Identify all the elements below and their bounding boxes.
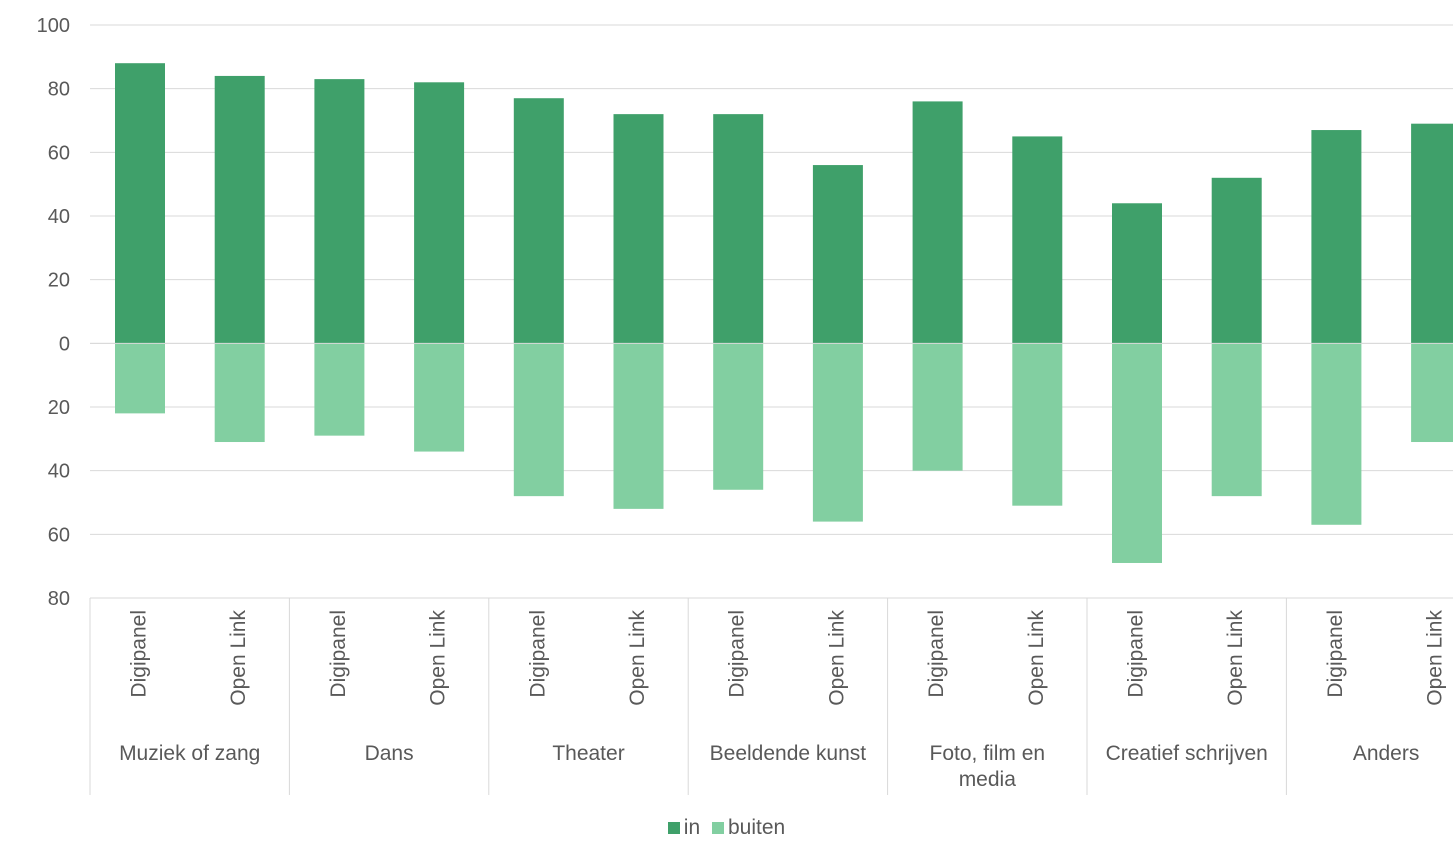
group-label: Creatief schrijven xyxy=(1106,742,1268,765)
bar-buiten xyxy=(414,343,465,452)
legend-item-buiten: buiten xyxy=(711,816,786,840)
bar-in xyxy=(1012,136,1063,344)
y-tick-label: 40 xyxy=(48,461,70,483)
legend-item-in: in xyxy=(667,816,701,840)
bar-buiten xyxy=(812,343,863,522)
x-tick-label: Digipanel xyxy=(327,610,350,698)
bar-buiten xyxy=(214,343,265,443)
bar-in xyxy=(912,101,963,344)
x-tick-label: Digipanel xyxy=(128,610,151,698)
bar-in xyxy=(1211,177,1262,344)
y-tick-label: 60 xyxy=(48,142,70,164)
bar-buiten xyxy=(1012,343,1063,506)
group-label: Anders xyxy=(1353,742,1420,765)
bar-in xyxy=(513,98,564,344)
bar-in xyxy=(713,114,764,344)
bar-in xyxy=(812,165,863,344)
bar-buiten xyxy=(1411,343,1453,443)
y-tick-label: 80 xyxy=(48,588,70,610)
group-label: Muziek of zang xyxy=(119,742,260,765)
x-tick-label: Open Link xyxy=(227,610,250,706)
group-label: Beeldende kunst xyxy=(710,742,867,765)
x-tick-label: Digipanel xyxy=(1125,610,1148,698)
y-tick-label: 80 xyxy=(48,79,70,101)
legend-swatch-in xyxy=(667,822,680,834)
bar-in xyxy=(414,82,465,344)
legend-label-in: in xyxy=(683,816,701,839)
y-tick-label: 60 xyxy=(48,524,70,546)
x-tick-label: Open Link xyxy=(825,610,848,706)
legend-label-buiten: buiten xyxy=(727,816,786,839)
y-tick-label: 40 xyxy=(48,206,70,228)
x-tick-label: Digipanel xyxy=(526,610,549,698)
x-tick-label: Digipanel xyxy=(925,610,948,698)
bar-buiten xyxy=(1311,343,1362,525)
y-axis: 100 80 60 40 20 0 20 40 60 80 xyxy=(37,15,70,610)
bar-buiten xyxy=(1211,343,1262,497)
bar-in xyxy=(613,114,664,344)
bar-buiten xyxy=(713,343,764,490)
bar-in xyxy=(115,63,165,344)
bar-in xyxy=(1311,130,1362,344)
bar-buiten xyxy=(314,343,365,436)
x-axis: Digipanel Open Link Digipanel Open Link Digi… xyxy=(89,598,1447,795)
bar-buiten xyxy=(513,343,564,497)
group-label: Theater xyxy=(552,742,624,765)
x-tick-label: Open Link xyxy=(1025,610,1048,706)
bar-in xyxy=(1112,203,1162,344)
x-tick-label: Digipanel xyxy=(726,610,749,698)
bars xyxy=(90,63,1453,563)
bar-in xyxy=(314,79,365,344)
bar-in xyxy=(214,75,265,344)
x-tick-label: Open Link xyxy=(1224,610,1247,706)
bar-buiten xyxy=(1112,343,1162,563)
group-label: Dans xyxy=(365,742,414,765)
bar-in xyxy=(1411,123,1453,344)
legend-swatch-buiten xyxy=(711,822,724,834)
x-tick-label: Open Link xyxy=(626,610,649,706)
group-label: Foto, film en media xyxy=(930,742,1046,791)
bar-buiten xyxy=(912,343,963,471)
bar-buiten xyxy=(613,343,664,509)
y-tick-label: 20 xyxy=(48,397,70,419)
x-tick-label: Digipanel xyxy=(1324,610,1347,698)
x-tick-label: Open Link xyxy=(1424,610,1447,706)
y-tick-label: 100 xyxy=(37,15,70,37)
bar-buiten xyxy=(115,343,165,414)
y-tick-label: 0 xyxy=(59,333,70,355)
x-tick-label: Open Link xyxy=(427,610,450,706)
y-tick-label: 20 xyxy=(48,270,70,292)
legend: in buiten xyxy=(0,816,1453,840)
